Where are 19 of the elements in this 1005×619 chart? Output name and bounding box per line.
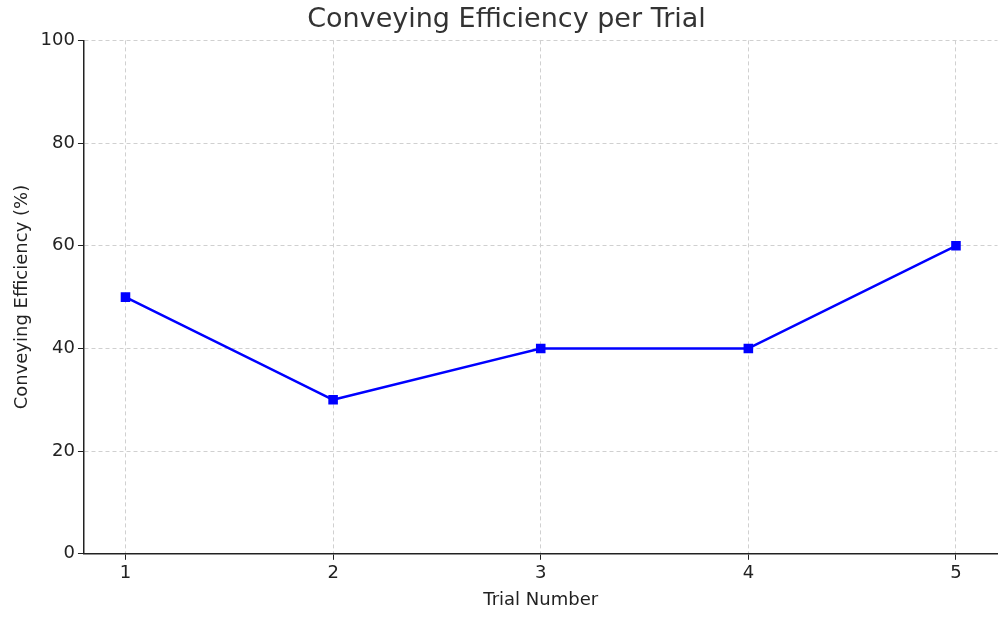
point bbox=[328, 394, 338, 405]
x-tick-label: 4 bbox=[742, 561, 755, 583]
y-tick-label: 100 bbox=[40, 28, 75, 50]
x-tick-label: 3 bbox=[535, 561, 547, 583]
x-tick-label: 2 bbox=[327, 561, 339, 583]
x-tick-label: 5 bbox=[950, 561, 962, 583]
y-tick-label: 20 bbox=[52, 438, 75, 460]
y-tick-label: 60 bbox=[52, 233, 75, 255]
y-tick-label: 0 bbox=[63, 541, 75, 563]
x-tick-label: 1 bbox=[119, 561, 132, 583]
y-axis-title: Conveying Efficiency (%) bbox=[10, 184, 32, 410]
point bbox=[743, 343, 754, 354]
x-axis-title: Trial Number bbox=[482, 587, 599, 609]
y-tick-label: 40 bbox=[52, 336, 75, 358]
point bbox=[951, 240, 961, 251]
point bbox=[120, 292, 131, 302]
point bbox=[535, 343, 546, 354]
chart-title: Conveying Efficiency per Trial bbox=[307, 2, 706, 34]
y-tick-label: 80 bbox=[52, 130, 75, 152]
